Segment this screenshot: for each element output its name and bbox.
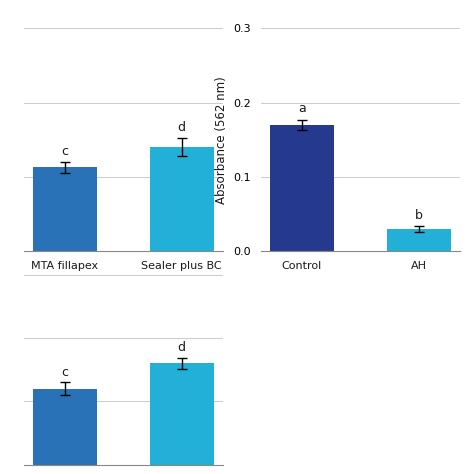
- Text: c: c: [61, 145, 68, 158]
- Text: d: d: [178, 341, 186, 354]
- Bar: [33, 167, 97, 251]
- Text: c: c: [61, 365, 68, 379]
- Bar: [149, 364, 214, 465]
- Text: d: d: [178, 121, 186, 134]
- Text: b: b: [415, 209, 422, 221]
- Bar: [270, 125, 334, 251]
- Bar: [386, 229, 451, 251]
- Y-axis label: Absorbance (562 nm): Absorbance (562 nm): [215, 76, 228, 204]
- Text: a: a: [298, 102, 306, 115]
- Bar: [149, 147, 214, 251]
- Bar: [33, 389, 97, 465]
